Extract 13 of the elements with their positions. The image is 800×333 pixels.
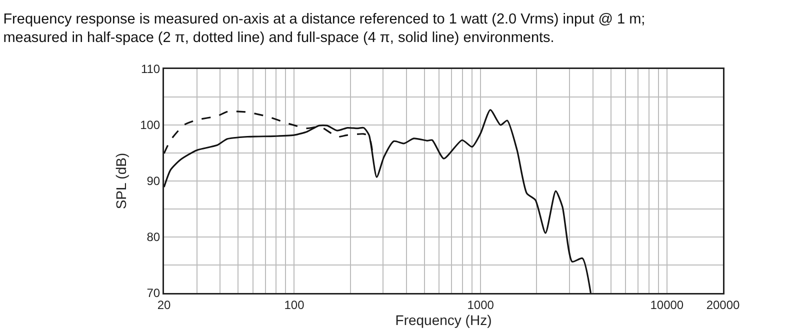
x-tick-label: 100 <box>284 298 305 312</box>
x-axis-title: Frequency (Hz) <box>395 312 492 328</box>
x-tick-label: 20 <box>157 298 171 312</box>
y-tick-label: 100 <box>140 118 160 132</box>
x-tick-label: 1000 <box>467 298 494 312</box>
chart-title: Frequency response is measured on-axis at a distance referenced to 1 watt (2.0 Vrms) input @ 1 m; measured in half-space (2 π, dotted line) and full-space (4 π, solid line) environments. <box>3 11 646 46</box>
y-tick-label: 110 <box>140 62 160 76</box>
x-tick-label: 10000 <box>650 298 684 312</box>
y-tick-label: 90 <box>146 174 160 188</box>
y-axis-title: SPL (dB) <box>112 152 129 210</box>
x-tick-label: 20000 <box>706 298 740 312</box>
y-tick-label: 80 <box>146 230 160 244</box>
y-tick-label: 70 <box>146 286 160 300</box>
